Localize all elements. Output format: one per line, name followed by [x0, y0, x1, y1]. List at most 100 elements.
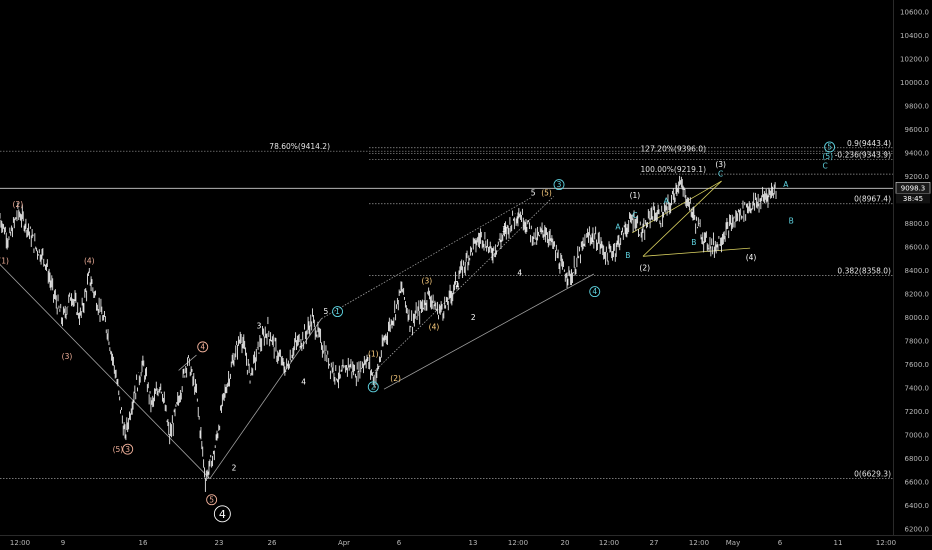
wave-label: 5 — [827, 143, 832, 152]
fib-level-label: 0(6629.3) — [854, 470, 891, 479]
y-tick-label: 8400.0 — [905, 267, 930, 275]
wave-label: 3 — [557, 180, 562, 189]
wave-label: (3) — [422, 277, 433, 286]
y-tick-label: 9400.0 — [905, 149, 930, 157]
wave-label: 3 — [125, 445, 130, 454]
x-tick-label: 13 — [469, 539, 478, 547]
time-axis[interactable]: 12:00 9 16 23 26 Apr 6 13 12:00 20 12:00 27 12:00 May… — [10, 539, 896, 547]
y-tick-label: 8600.0 — [905, 243, 930, 251]
wave-label: (4) — [746, 253, 757, 262]
y-tick-label: 10400.0 — [900, 32, 929, 40]
wedge-diagonal-line[interactable] — [642, 180, 722, 257]
price-axis[interactable]: 6200.0 6400.0 6600.0 6800.0 7000.0 7200.0 7400… — [900, 8, 929, 533]
wave-label: 2 — [232, 464, 237, 473]
y-tick-label: 8000.0 — [905, 314, 930, 322]
wave-label: 4 — [517, 268, 522, 277]
wave-circle-marker — [332, 306, 344, 318]
y-tick-label: 6200.0 — [905, 526, 930, 534]
wave-circle-marker — [824, 141, 836, 153]
wave-trend-line[interactable] — [321, 197, 532, 319]
fib-levels-layer: 0.9(9443.4) -0.236(9343.9) 0(8967.4) 0.382(… — [0, 139, 893, 479]
wave-label: B — [691, 238, 696, 247]
wave-label: (5) — [113, 445, 124, 454]
y-tick-label: 8800.0 — [905, 220, 930, 228]
y-tick-label: 7000.0 — [905, 432, 930, 440]
y-tick-label: 7400.0 — [905, 385, 930, 393]
wave-label: C — [823, 161, 828, 170]
wave-trend-line[interactable] — [383, 273, 595, 390]
wave-label: (1) — [0, 257, 9, 266]
x-tick-label: 6 — [397, 539, 402, 547]
wave-label: 1 — [455, 280, 460, 289]
wave-label: (2) — [390, 374, 401, 383]
y-tick-label: 8200.0 — [905, 290, 930, 298]
wave-label: C — [632, 211, 637, 220]
x-tick-label: May — [726, 539, 740, 547]
wave-label: 5 — [531, 188, 536, 197]
wave-label: 2 — [371, 382, 376, 391]
wave-label: (2) — [639, 264, 650, 273]
wave-circle-marker — [122, 443, 134, 455]
y-tick-label: 7800.0 — [905, 337, 930, 345]
y-tick-label: 7600.0 — [905, 361, 930, 369]
wave-label: (2) — [13, 200, 24, 209]
wave-label: A — [783, 180, 789, 189]
wave-circle-marker — [553, 179, 565, 191]
wave-label: 4 — [592, 287, 597, 296]
wave-label: B — [789, 217, 794, 226]
wave-label: 3 — [502, 225, 507, 234]
wave-circle-marker — [197, 341, 209, 353]
x-tick-label: 12:00 — [10, 539, 30, 547]
price-series-layer — [0, 175, 777, 492]
wave-label: 3 — [257, 321, 262, 330]
countdown-label: 38:45 — [903, 195, 923, 203]
y-tick-label: 6400.0 — [905, 502, 930, 510]
x-tick-label: 6 — [778, 539, 783, 547]
wave-label: 1 — [335, 307, 340, 316]
wave-label: B — [625, 251, 630, 260]
wave-trend-line[interactable] — [0, 264, 211, 479]
wave-label: A — [664, 197, 670, 206]
wave-circle-marker — [213, 505, 231, 523]
y-tick-label: 10200.0 — [900, 55, 929, 63]
wave-circle-marker — [206, 494, 218, 506]
x-tick-label: 9 — [61, 539, 65, 547]
current-price-tag: 9098.3 38:45 — [895, 182, 931, 204]
wave-labels-layer: (2)(1)(3)(4)(5)3454234512(1)(2)(3)(4)123… — [0, 141, 836, 523]
wave-trend-line[interactable] — [209, 318, 322, 479]
x-tick-label: 12:00 — [689, 539, 709, 547]
y-tick-label: 9800.0 — [905, 102, 930, 110]
y-tick-label: 6600.0 — [905, 479, 930, 487]
wave-label: (3) — [62, 352, 73, 361]
wave-label: C — [718, 170, 723, 179]
x-tick-label: 27 — [650, 539, 659, 547]
x-tick-label: 12:00 — [508, 539, 528, 547]
wave-label: 5 — [209, 495, 214, 504]
wave-circle-marker — [367, 381, 379, 393]
x-tick-label: 12:00 — [599, 539, 619, 547]
fib-level-label: 0.382(8358.0) — [837, 266, 891, 275]
wave-label: 4 — [219, 508, 226, 521]
x-tick-label: Apr — [338, 539, 350, 547]
wedge-lower-line[interactable] — [642, 247, 751, 257]
wave-circle-marker — [589, 286, 601, 298]
countdown-box — [896, 193, 930, 204]
x-tick-label: 11 — [834, 539, 843, 547]
wave-label: 5 — [324, 307, 329, 316]
fib-level-label: 0.9(9443.4) — [847, 139, 891, 148]
x-tick-label: 12:00 — [876, 539, 896, 547]
wave-label: (3) — [715, 160, 726, 169]
x-tick-label: 16 — [139, 539, 148, 547]
fib-level-label: 0(8967.4) — [854, 195, 891, 204]
x-tick-label: 23 — [215, 539, 224, 547]
y-tick-label: 10000.0 — [900, 79, 929, 87]
fib-level-label: 127.20%(9396.0) — [641, 144, 707, 153]
y-tick-label: 7200.0 — [905, 408, 930, 416]
y-tick-label: 6800.0 — [905, 455, 930, 463]
y-tick-label: 9200.0 — [905, 173, 930, 181]
current-price-label: 9098.3 — [901, 185, 926, 193]
y-tick-label: 10600.0 — [900, 8, 929, 16]
wave-label: (1) — [368, 350, 379, 359]
